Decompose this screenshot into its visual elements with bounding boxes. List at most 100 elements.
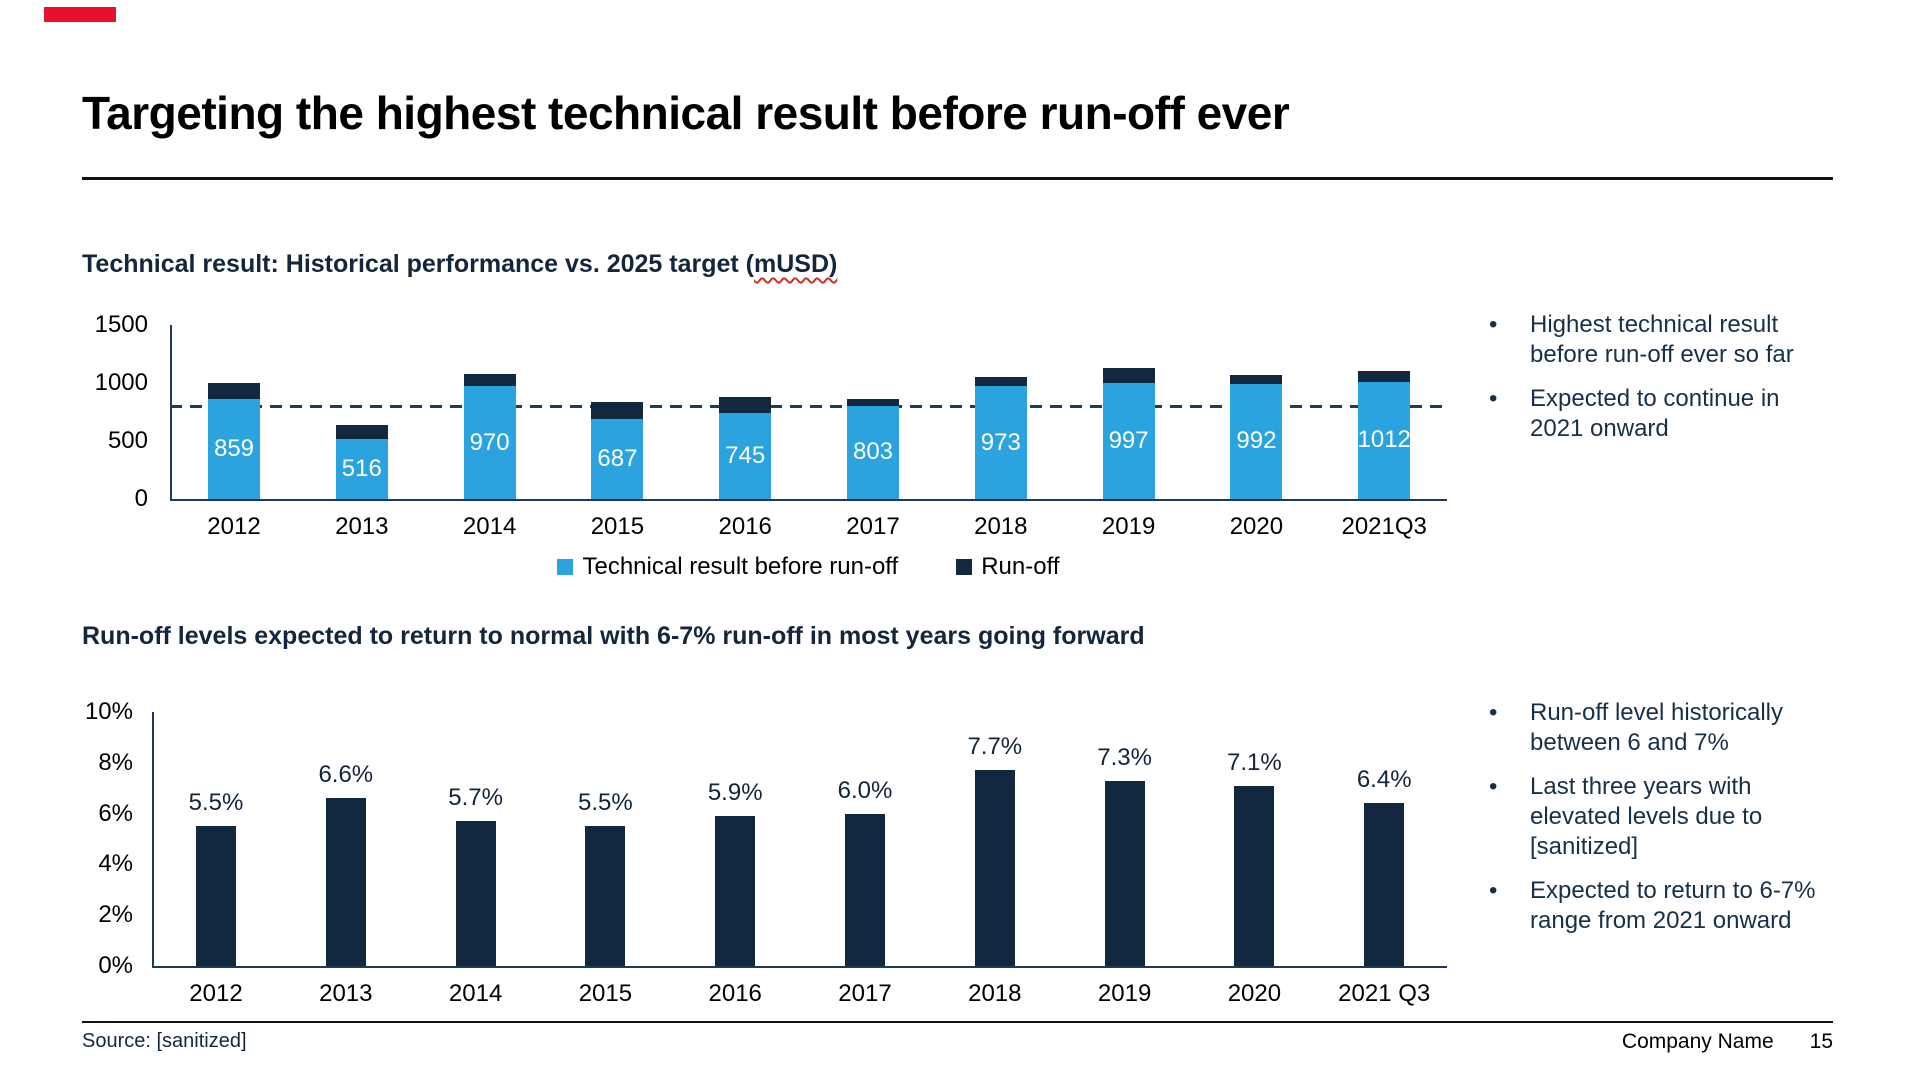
bar-run-off-pct-2013 (325, 798, 366, 966)
bottom-bullet-text-2: Last three years with elevated levels du… (1530, 773, 1763, 860)
y-axis-tick-label: 8% (98, 748, 133, 776)
bar-run-off-pct-2016 (715, 816, 756, 966)
bar-value-label-2020: 7.1% (1227, 748, 1282, 776)
bar-value-label-2012: 859 (213, 435, 255, 463)
bar-value-label-2018: 7.7% (967, 733, 1023, 761)
bar-value-label-2015: 687 (597, 445, 638, 473)
bar-value-label-2016: 5.9% (707, 779, 763, 807)
bar-run-off-2015 (591, 402, 644, 420)
bar-run-off-pct-2021Q3 (1364, 803, 1405, 966)
bar-value-label-2017: 803 (852, 438, 894, 466)
bar-run-off-2017 (847, 398, 899, 406)
x-axis-label-2014: 2014 (448, 980, 503, 1007)
x-axis-label-2018: 2018 (968, 980, 1022, 1007)
bar-run-off-pct-2019 (1104, 780, 1145, 966)
bar-value-label-2019: 7.3% (1097, 743, 1152, 771)
bar-value-label-2014: 5.7% (448, 784, 503, 812)
legend-item-run-off: Run-off (956, 553, 1060, 581)
legend-swatch-icon (956, 559, 973, 575)
y-axis-tick-label: 500 (107, 427, 148, 454)
x-axis-label-2013: 2013 (319, 980, 373, 1007)
y-axis-tick-label: 10% (84, 698, 133, 725)
bar-run-off-pct-2018 (974, 770, 1015, 966)
top-bullet-text-2: Expected to continue in 2021 onward (1530, 385, 1780, 442)
slide-title: Targeting the highest technical result b… (82, 87, 1290, 139)
bottom-bullet-text-1: Run-off level historically between 6 and… (1530, 699, 1783, 756)
y-axis-tick-label: 0% (98, 952, 133, 979)
x-axis-label-2016: 2016 (718, 513, 772, 540)
y-axis-line (170, 325, 172, 499)
x-axis-label-2019: 2019 (1101, 513, 1156, 540)
y-axis-tick-label: 1500 (94, 311, 148, 338)
bar-run-off-pct-2020 (1234, 785, 1275, 966)
top-chart-heading-text: Technical result: Historical performance… (82, 250, 755, 278)
bar-technical-result-2013 (335, 439, 388, 499)
x-axis-label-2012: 2012 (207, 513, 261, 540)
bar-technical-result-2019 (1102, 383, 1155, 499)
technical-result-stacked-bar-chart: 0 500 1000 1500 859 2012 516 2013 970 2014 687 2015… (82, 311, 1457, 605)
footer-page-number: 15 (1809, 1030, 1833, 1053)
x-axis-line (152, 966, 1447, 968)
bar-run-off-2014 (463, 374, 516, 387)
bar-value-label-2012: 5.5% (188, 789, 244, 817)
bar-value-label-2013: 6.6% (318, 761, 374, 789)
bar-run-off-2018 (974, 377, 1027, 387)
logo-placeholder-mark (44, 7, 116, 22)
x-axis-label-2015: 2015 (578, 980, 633, 1007)
y-axis-tick-label: 6% (98, 799, 133, 827)
bottom-bullet-1: • Run-off level historically between 6 an… (1487, 698, 1837, 758)
bar-run-off-2020 (1230, 375, 1283, 384)
legend-label: Run-off (981, 553, 1060, 580)
bar-value-label-2018: 973 (980, 428, 1021, 456)
top-bullet-1: • Highest technical result before run-off… (1487, 310, 1837, 370)
bar-technical-result-2014 (463, 386, 516, 499)
bar-run-off-pct-2014 (455, 821, 496, 966)
x-axis-label-2020: 2020 (1229, 513, 1284, 540)
footer-company-name: Company Name (1621, 1030, 1774, 1053)
bar-value-label-2015: 5.5% (578, 789, 633, 817)
x-axis-label-2020: 2020 (1227, 980, 1282, 1007)
y-axis-tick-label: 2% (98, 901, 133, 929)
bar-value-label-2016: 745 (725, 441, 766, 469)
x-axis-label-2021Q3: 2021Q3 (1341, 513, 1427, 540)
bar-run-off-pct-2012 (196, 826, 236, 966)
bullet-dot-icon: • (1489, 877, 1498, 904)
bar-run-off-2016 (719, 396, 772, 413)
top-bullet-2: • Expected to continue in 2021 onward (1487, 384, 1837, 444)
bar-value-label-2019: 997 (1108, 427, 1149, 455)
bar-value-label-2020: 992 (1236, 427, 1277, 455)
title-divider-line (82, 177, 1833, 180)
x-axis-label-2013: 2013 (335, 513, 389, 540)
bar-run-off-2013 (335, 425, 388, 440)
bar-run-off-2012 (208, 382, 260, 400)
top-chart-heading: Technical result: Historical performance… (82, 250, 837, 279)
run-off-percentage-bar-chart: 0% 2% 4% 6% 8% 10% 5.5% 2012 6.6% 2013 5.7% 2014 5.5… (82, 690, 1457, 1020)
x-axis-label-2016: 2016 (708, 980, 762, 1007)
bullet-dot-icon: • (1489, 699, 1498, 726)
bar-run-off-pct-2017 (845, 813, 885, 966)
x-axis-label-2018: 2018 (974, 513, 1028, 540)
legend-label: Technical result before run-off (582, 553, 899, 580)
legend-item-technical-result: Technical result before run-off (557, 553, 898, 581)
footer-divider-line (82, 1021, 1833, 1023)
bottom-bullet-3: • Expected to return to 6-7% range from 2… (1487, 876, 1837, 936)
bar-run-off-2019 (1102, 367, 1155, 384)
bar-technical-result-2021Q3 (1358, 381, 1411, 499)
bullet-dot-icon: • (1489, 311, 1498, 338)
bar-value-label-2013: 516 (341, 455, 382, 483)
bar-run-off-pct-2015 (585, 826, 626, 966)
x-axis-label-2017: 2017 (838, 980, 892, 1007)
bar-technical-result-2016 (719, 412, 772, 499)
top-bullet-text-1: Highest technical result before run-off … (1530, 311, 1794, 368)
bar-value-label-2021Q3: 1012 (1357, 426, 1411, 454)
bar-value-label-2017: 6.0% (837, 776, 893, 804)
bottom-bullet-text-3: Expected to return to 6-7% range from 20… (1530, 877, 1816, 934)
bar-technical-result-2012 (208, 399, 260, 499)
footer-source: Source: [sanitized] (82, 1030, 247, 1052)
bar-technical-result-2017 (847, 405, 899, 499)
y-axis-line (152, 712, 154, 966)
bar-value-label-2014: 970 (469, 428, 510, 456)
x-axis-label-2015: 2015 (590, 513, 645, 540)
x-axis-label-2017: 2017 (846, 513, 900, 540)
chart-legend: Technical result before run-off Run-off (170, 553, 1447, 581)
